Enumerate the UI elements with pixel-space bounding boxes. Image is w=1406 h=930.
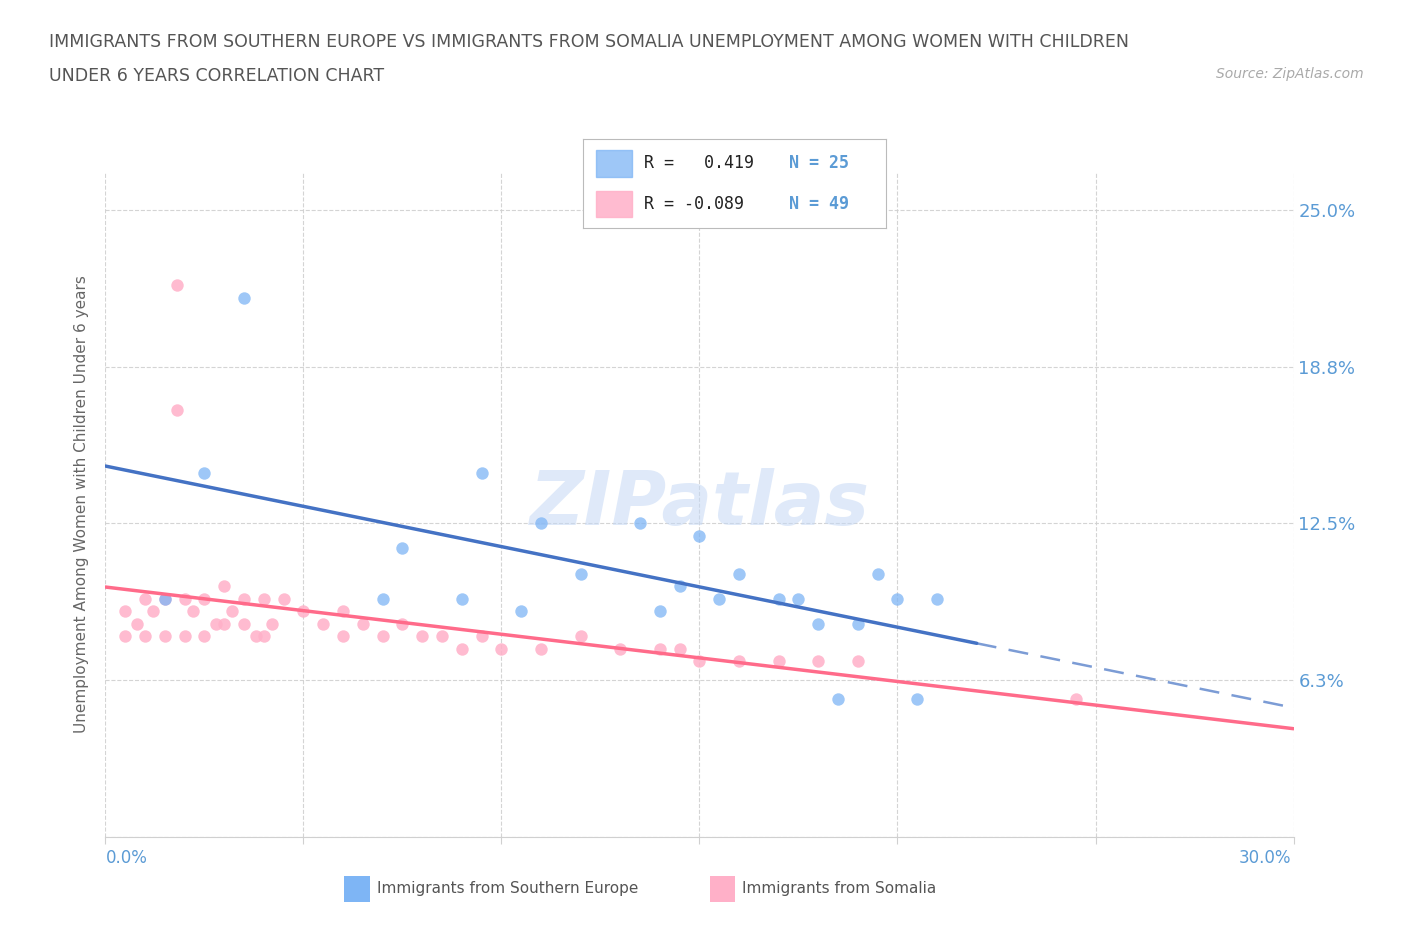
Text: R =   0.419: R = 0.419 (644, 154, 754, 172)
Text: IMMIGRANTS FROM SOUTHERN EUROPE VS IMMIGRANTS FROM SOMALIA UNEMPLOYMENT AMONG WO: IMMIGRANTS FROM SOUTHERN EUROPE VS IMMIG… (49, 33, 1129, 50)
Point (668, 642, 690, 657)
Point (205, 617, 228, 631)
Text: Source: ZipAtlas.com: Source: ZipAtlas.com (1216, 67, 1364, 81)
Point (233, 617, 256, 631)
Point (866, 566, 889, 581)
Point (153, 591, 176, 606)
Point (233, 591, 256, 606)
Point (391, 541, 413, 556)
Point (728, 654, 751, 669)
Point (530, 516, 553, 531)
Point (134, 629, 156, 644)
Point (1064, 692, 1087, 707)
Point (609, 642, 631, 657)
Point (127, 617, 149, 631)
Text: Immigrants from Southern Europe: Immigrants from Southern Europe (377, 881, 638, 896)
Point (181, 604, 204, 618)
Point (371, 591, 394, 606)
Point (689, 654, 711, 669)
Point (142, 604, 165, 618)
Point (768, 654, 790, 669)
Point (648, 604, 671, 618)
Point (352, 617, 374, 631)
Text: UNDER 6 YEARS CORRELATION CHART: UNDER 6 YEARS CORRELATION CHART (49, 67, 384, 85)
Point (569, 566, 592, 581)
Point (153, 591, 176, 606)
Point (166, 403, 188, 418)
Point (114, 604, 136, 618)
Text: N = 25: N = 25 (789, 154, 849, 172)
Point (927, 591, 949, 606)
Point (312, 617, 335, 631)
Point (450, 591, 472, 606)
Point (245, 629, 267, 644)
Point (193, 591, 215, 606)
Point (332, 604, 354, 618)
Bar (596, 191, 631, 218)
Point (411, 629, 433, 644)
Point (846, 654, 869, 669)
Point (221, 604, 243, 618)
Point (273, 591, 295, 606)
Point (371, 629, 394, 644)
Point (827, 692, 849, 707)
Point (668, 578, 690, 593)
Point (689, 528, 711, 543)
Point (569, 629, 592, 644)
Y-axis label: Unemployment Among Women with Children Under 6 years: Unemployment Among Women with Children U… (73, 275, 89, 734)
Point (292, 604, 315, 618)
Point (260, 617, 283, 631)
Point (193, 466, 215, 481)
Text: N = 49: N = 49 (789, 195, 849, 213)
Point (768, 591, 790, 606)
Point (628, 516, 651, 531)
Point (193, 629, 215, 644)
Text: 30.0%: 30.0% (1239, 849, 1291, 867)
Point (253, 591, 276, 606)
Point (114, 629, 136, 644)
Point (471, 629, 494, 644)
Point (530, 642, 553, 657)
Point (233, 290, 256, 305)
Point (253, 629, 276, 644)
Point (648, 642, 671, 657)
Point (510, 604, 533, 618)
Point (886, 591, 908, 606)
Point (173, 591, 195, 606)
Text: Immigrants from Somalia: Immigrants from Somalia (742, 881, 936, 896)
Point (430, 629, 453, 644)
Point (134, 591, 156, 606)
Point (491, 642, 513, 657)
Point (450, 642, 472, 657)
Point (391, 617, 413, 631)
Text: ZIPatlas: ZIPatlas (530, 468, 869, 541)
Point (153, 629, 176, 644)
Point (709, 591, 731, 606)
Point (471, 466, 494, 481)
Point (728, 566, 751, 581)
Point (807, 617, 830, 631)
Text: 0.0%: 0.0% (105, 849, 148, 867)
Point (166, 277, 188, 292)
Bar (596, 150, 631, 177)
Point (905, 692, 928, 707)
Point (173, 629, 195, 644)
Point (332, 629, 354, 644)
Point (214, 578, 236, 593)
Point (214, 617, 236, 631)
Point (846, 617, 869, 631)
Text: R = -0.089: R = -0.089 (644, 195, 744, 213)
Point (787, 591, 810, 606)
Point (807, 654, 830, 669)
